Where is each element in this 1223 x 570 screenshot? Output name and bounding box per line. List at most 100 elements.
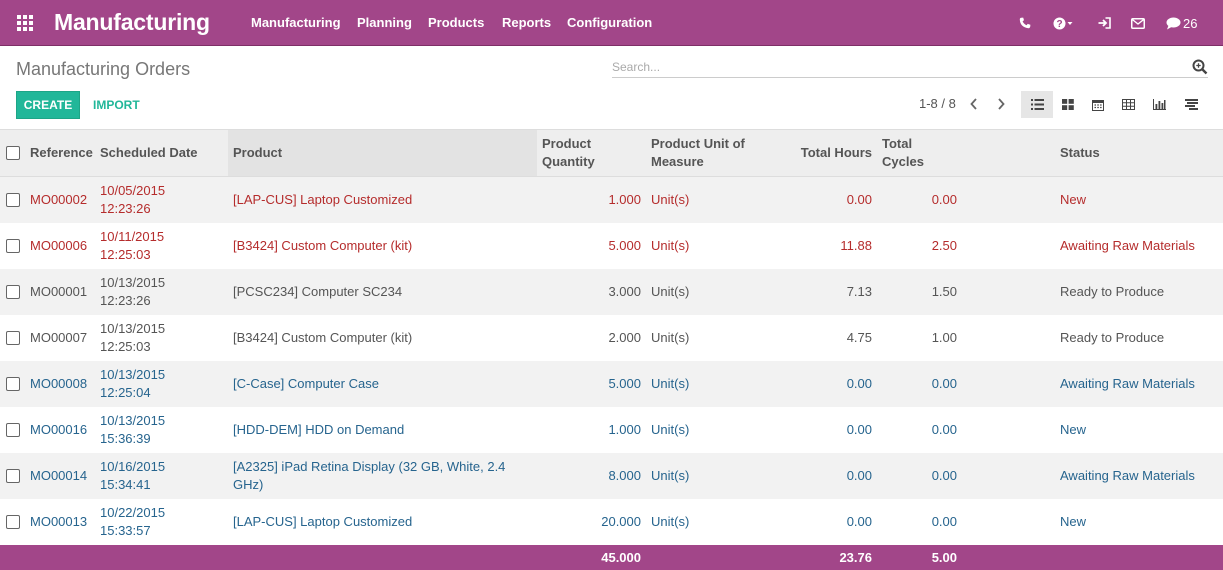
graph-view-icon[interactable] <box>1143 91 1175 118</box>
cell-product: [B3424] Custom Computer (kit) <box>228 223 537 269</box>
cell-spacer <box>962 268 1055 315</box>
cell-total-cycles: 0.00 <box>877 407 962 453</box>
row-checkbox[interactable] <box>6 238 20 253</box>
cell-reference: MO00016 <box>25 407 95 453</box>
cell-total-cycles-text: 0.00 <box>931 467 957 483</box>
cell-unit-of-measure-text: Unit(s) <box>651 421 690 437</box>
cell-unit-of-measure-text: Unit(s) <box>651 283 690 299</box>
cell-quantity: 1.000 <box>537 407 646 453</box>
table-row[interactable]: MO00008 10/13/2015 12:25:04 [C-Case] Comput… <box>0 360 1223 407</box>
page-title: Manufacturing Orders <box>16 59 191 79</box>
cell-reference: MO00007 <box>25 315 95 361</box>
column-header-scheduled-date[interactable]: Scheduled Date <box>95 129 228 177</box>
cell-scheduled-date-text: 15:36:39 <box>100 430 151 446</box>
login-icon[interactable] <box>1098 15 1111 31</box>
cell-scheduled-date-text: 10/22/2015 <box>100 504 166 520</box>
list-view-icon[interactable] <box>1021 91 1053 118</box>
cell-product-text: [PCSC234] Computer SC234 <box>233 283 403 299</box>
cell-total-cycles-text: 1.50 <box>931 283 957 299</box>
cell-reference: MO00014 <box>25 452 95 499</box>
menu-reports[interactable]: Reports <box>502 15 552 30</box>
cell-quantity-text: 2.000 <box>608 329 641 345</box>
menu-planning[interactable]: Planning <box>357 15 412 30</box>
column-header-total-hours[interactable]: Total Hours <box>756 129 877 177</box>
column-header-reference[interactable]: Reference <box>25 129 95 177</box>
select-all-cell <box>0 129 25 177</box>
apps-grid-icon[interactable] <box>17 15 34 32</box>
cell-reference-text: MO00001 <box>30 283 88 299</box>
cell-quantity-text: 8.000 <box>608 467 641 483</box>
chat-icon[interactable]: 26 <box>1166 15 1197 31</box>
column-header-total-cycles[interactable]: Total Cycles <box>877 129 962 177</box>
cell-reference: MO00013 <box>25 499 95 545</box>
cell-quantity-text: 1.000 <box>608 191 641 207</box>
column-header-product-quantity[interactable]: Product Quantity <box>537 129 646 177</box>
table-row[interactable]: MO00001 10/13/2015 12:23:26 [PCSC234] Compu… <box>0 268 1223 315</box>
cell-total-cycles: 1.50 <box>877 268 962 315</box>
phone-icon[interactable] <box>1019 15 1031 31</box>
menu-products[interactable]: Products <box>428 15 485 30</box>
cell-status-text: New <box>1060 191 1087 207</box>
row-checkbox[interactable] <box>6 330 20 345</box>
row-checkbox[interactable] <box>6 284 20 299</box>
import-button[interactable]: IMPORT <box>93 98 140 112</box>
table-row[interactable]: MO00006 10/11/2015 12:25:03 [B3424] Custom … <box>0 223 1223 269</box>
help-icon[interactable]: ? <box>1053 15 1073 31</box>
gantt-view-icon[interactable] <box>1175 91 1207 118</box>
cell-total-cycles-text: 2.50 <box>931 237 957 253</box>
cell-spacer <box>962 499 1055 545</box>
cell-unit-of-measure: Unit(s) <box>646 360 756 407</box>
table-row[interactable]: MO00016 10/13/2015 15:36:39 [HDD-DEM] HDD o… <box>0 407 1223 453</box>
pager-previous-icon[interactable] <box>969 97 979 114</box>
cell-quantity: 2.000 <box>537 315 646 361</box>
cell-total-hours: 0.00 <box>756 176 877 223</box>
table-row[interactable]: MO00014 10/16/2015 15:34:41 [A2325] iPad Re… <box>0 452 1223 499</box>
cell-product: [PCSC234] Computer SC234 <box>228 268 537 315</box>
total-hours: 23.76 <box>756 544 877 570</box>
cell-product-text: [LAP-CUS] Laptop Customized <box>233 191 413 207</box>
cell-total-hours-text: 11.88 <box>840 237 872 253</box>
menu-manufacturing[interactable]: Manufacturing <box>251 15 341 30</box>
cell-reference-text: MO00008 <box>30 375 88 391</box>
create-button[interactable]: CREATE <box>16 91 80 119</box>
envelope-icon[interactable] <box>1131 15 1145 31</box>
cell-total-hours-text: 0.00 <box>846 375 872 391</box>
cell-status-text: New <box>1060 513 1087 529</box>
select-all-checkbox[interactable] <box>6 146 20 160</box>
cell-unit-of-measure: Unit(s) <box>646 407 756 453</box>
search-input[interactable] <box>612 58 1172 76</box>
menu-configuration[interactable]: Configuration <box>567 15 653 30</box>
kanban-view-icon[interactable] <box>1052 91 1084 118</box>
cell-scheduled-date-text: 12:25:03 <box>100 246 151 262</box>
column-header-spacer <box>962 129 1055 177</box>
cell-total-cycles: 0.00 <box>877 452 962 499</box>
cell-scheduled-date: 10/13/2015 12:23:26 <box>95 268 228 315</box>
column-header-unit-of-measure[interactable]: Product Unit of Measure <box>646 129 756 177</box>
top-navbar: Manufacturing Manufacturing Planning Pro… <box>0 0 1223 46</box>
table-row[interactable]: MO00002 10/05/2015 12:23:26 [LAP-CUS] Lapto… <box>0 176 1223 223</box>
pivot-view-icon[interactable] <box>1112 91 1144 118</box>
row-checkbox[interactable] <box>6 514 20 529</box>
cell-reference: MO00006 <box>25 223 95 269</box>
row-checkbox[interactable] <box>6 192 20 207</box>
cell-status: Ready to Produce <box>1055 268 1223 315</box>
search-bar <box>612 58 1208 78</box>
pager-next-icon[interactable] <box>996 97 1006 114</box>
cell-unit-of-measure: Unit(s) <box>646 452 756 499</box>
cell-total-cycles: 0.00 <box>877 360 962 407</box>
cell-total-hours-text: 4.75 <box>846 329 872 345</box>
search-icon[interactable] <box>1192 59 1208 78</box>
pager-value[interactable]: 1-8 / 8 <box>919 96 956 111</box>
table-row[interactable]: MO00007 10/13/2015 12:25:03 [B3424] Custom … <box>0 315 1223 361</box>
cell-scheduled-date-text: 10/13/2015 <box>100 274 166 290</box>
calendar-view-icon[interactable] <box>1082 91 1114 118</box>
table-row[interactable]: MO00013 10/22/2015 15:33:57 [LAP-CUS] Lapto… <box>0 499 1223 545</box>
column-header-status[interactable]: Status <box>1055 129 1223 177</box>
row-checkbox[interactable] <box>6 376 20 391</box>
cell-quantity: 5.000 <box>537 360 646 407</box>
column-header-product[interactable]: Product <box>228 129 537 177</box>
cell-scheduled-date-text: 10/13/2015 <box>100 320 166 336</box>
row-checkbox[interactable] <box>6 422 20 437</box>
cell-status-text: Awaiting Raw Materials <box>1060 237 1195 253</box>
row-checkbox[interactable] <box>6 468 20 483</box>
